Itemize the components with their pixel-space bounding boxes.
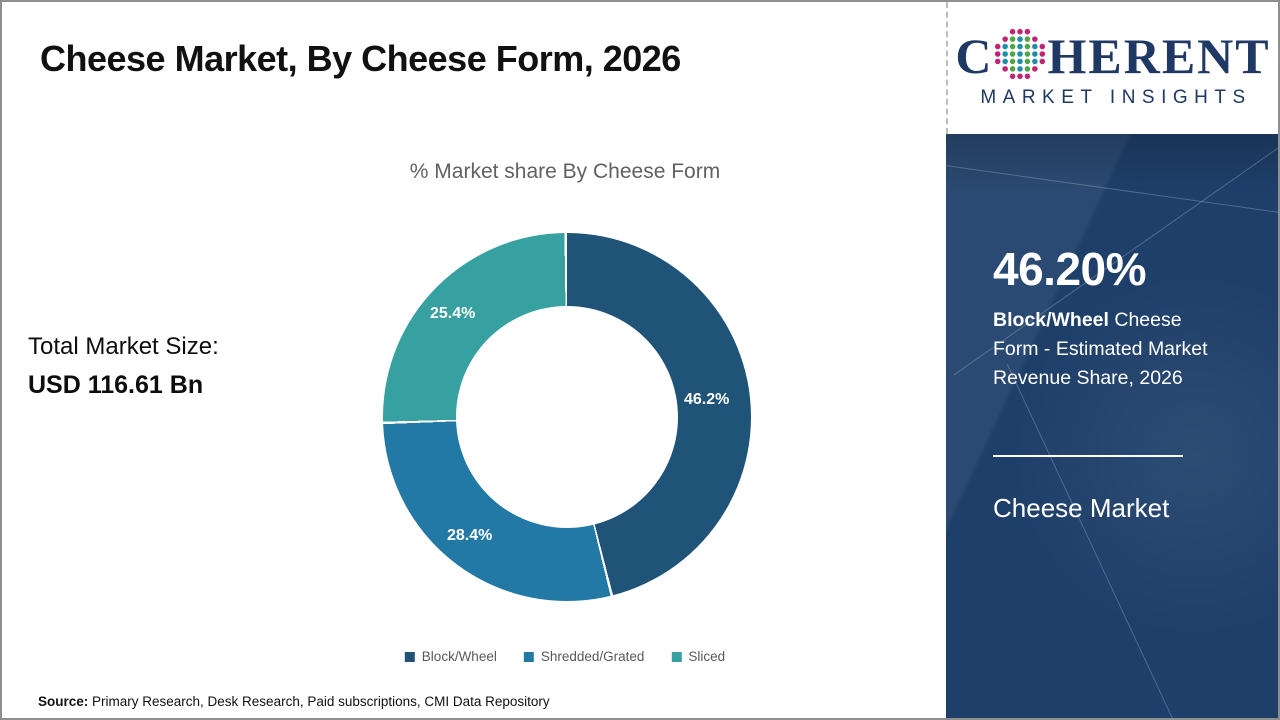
divider-line <box>993 455 1183 458</box>
map-texture-line <box>946 159 1278 220</box>
brand-logo-word: C <box>955 28 1270 84</box>
highlight-stat-value: 46.20% <box>993 243 1147 295</box>
legend-swatch-sliced <box>671 651 682 662</box>
legend-item-block-wheel: Block/Wheel <box>404 649 497 664</box>
slice-label-shredded-grated: 28.4% <box>447 527 493 544</box>
legend-item-sliced: Sliced <box>671 649 725 664</box>
map-texture-line <box>1006 363 1186 718</box>
market-name: Cheese Market <box>993 493 1170 524</box>
source-text: Primary Research, Desk Research, Paid su… <box>88 694 550 709</box>
total-market-size-value: USD 116.61 Bn <box>28 371 204 399</box>
sidebar-highlight-panel: 46.20% Block/Wheel Cheese Form - Estimat… <box>946 134 1278 718</box>
total-market-size: Total Market Size: USD 116.61 Bn <box>28 328 219 404</box>
total-market-size-label: Total Market Size: <box>28 333 219 360</box>
source-label: Source: <box>38 694 89 709</box>
page-title: Cheese Market, By Cheese Form, 2026 <box>40 38 681 79</box>
chart-title: % Market share By Cheese Form <box>409 160 721 183</box>
legend-label-shredded-grated: Shredded/Grated <box>540 649 645 664</box>
brand-logo-subtitle: MARKET INSIGHTS <box>980 86 1252 108</box>
legend-swatch-block-wheel <box>404 651 415 662</box>
logo-letters-herent: HERENT <box>1047 27 1271 84</box>
sidebar: C <box>946 2 1278 718</box>
legend-label-sliced: Sliced <box>688 649 726 664</box>
slice-label-block-wheel: 46.2% <box>684 391 730 408</box>
legend-label-block-wheel: Block/Wheel <box>421 649 497 664</box>
dotted-globe-icon <box>995 28 1046 79</box>
slice-label-sliced: 25.4% <box>430 305 476 322</box>
logo-letter-c: C <box>955 27 994 84</box>
highlight-stat-description: Block/Wheel Cheese Form - Estimated Mark… <box>993 306 1215 393</box>
legend-item-shredded-grated: Shredded/Grated <box>523 649 645 664</box>
highlight-segment-name: Block/Wheel <box>993 309 1109 332</box>
chart-legend: Block/Wheel Shredded/Grated Sliced <box>404 649 725 664</box>
source-note: Source: Primary Research, Desk Research,… <box>38 694 550 709</box>
brand-logo: C <box>946 2 1278 134</box>
donut-chart: 46.2% 28.4% 25.4% <box>383 233 751 601</box>
highlight-description-rest: Cheese Form - Estimated Market Revenue S… <box>993 309 1208 390</box>
legend-swatch-shredded-grated <box>523 651 534 662</box>
